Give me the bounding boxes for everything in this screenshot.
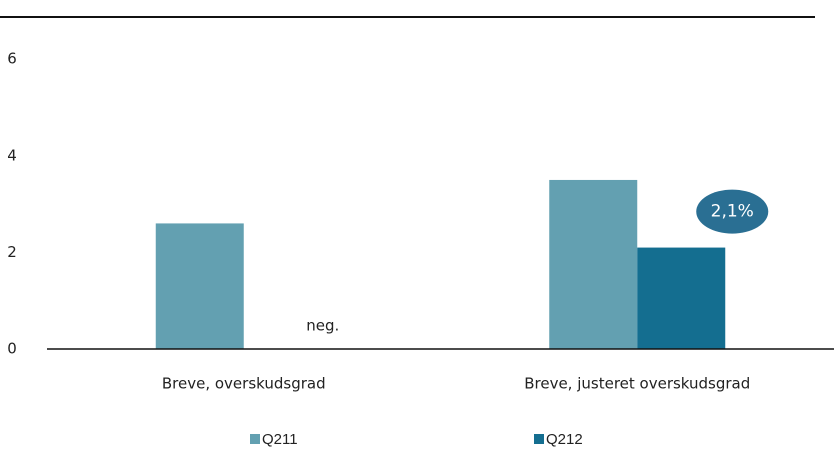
y-tick-label: 2 (7, 243, 17, 261)
label-bubble (696, 189, 769, 234)
legend-label: Q211 (262, 431, 298, 448)
value-label: 2,1% (711, 202, 754, 222)
x-tick-label: Breve, overskudsgrad (162, 375, 326, 393)
legend-label: Q212 (546, 431, 583, 448)
legend-swatch (250, 434, 260, 444)
bar (637, 247, 726, 349)
y-tick-label: 4 (7, 146, 17, 164)
annotation: neg. (306, 317, 339, 335)
x-tick-label: Breve, justeret overskudsgrad (524, 375, 750, 393)
bar (549, 179, 638, 349)
bar (155, 223, 244, 349)
legend-swatch (534, 434, 544, 444)
y-tick-label: 0 (7, 340, 17, 358)
y-tick-label: 6 (7, 50, 17, 68)
